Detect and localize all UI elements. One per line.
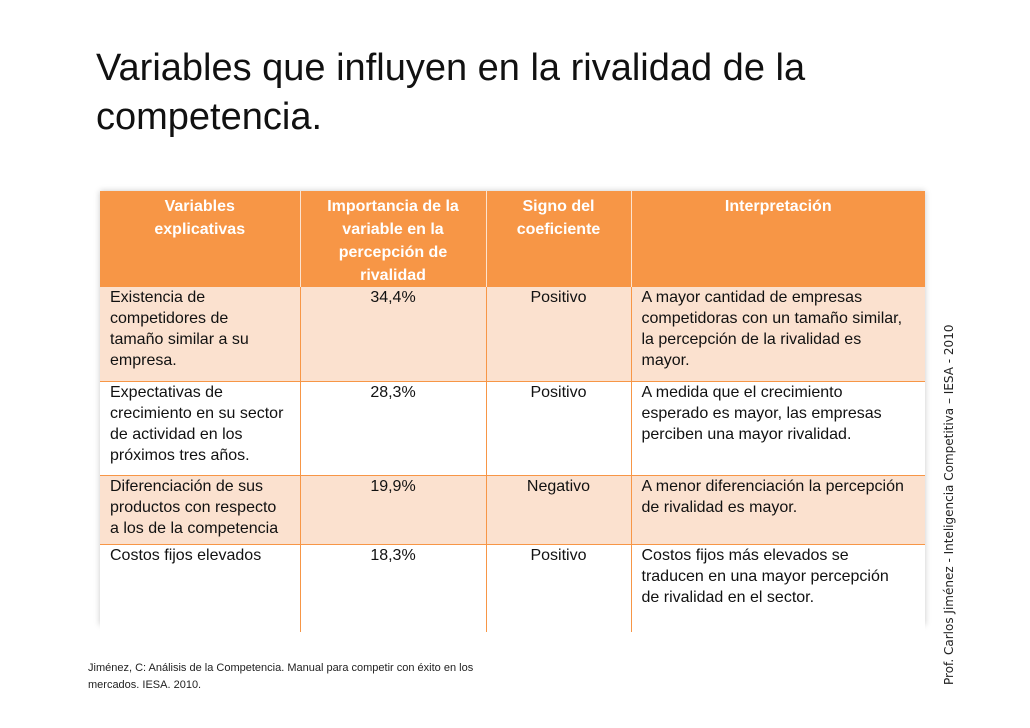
header-sign: Signo del coeficiente xyxy=(486,191,632,287)
table-row: Costos fijos elevados 18,3% Positivo Cos… xyxy=(100,544,925,632)
header-importance: Importancia de la variable en la percepció… xyxy=(300,191,487,287)
cell-variable: Expectativas de crecimiento en su sector d… xyxy=(100,381,301,476)
cell-interpretation: Costos fijos más elevados se traducen en … xyxy=(631,544,925,632)
side-credit: Prof. Carlos Jiménez - Inteligencia Comp… xyxy=(942,324,956,685)
cell-sign: Positivo xyxy=(486,381,632,476)
cell-sign: Negativo xyxy=(486,475,632,545)
cell-interpretation: A menor diferenciación la percepción de r… xyxy=(631,475,925,545)
cell-importance: 34,4% xyxy=(300,287,487,382)
header-variables: Variables explicativas xyxy=(100,191,301,287)
cell-variable: Costos fijos elevados xyxy=(100,544,301,632)
cell-interpretation: A medida que el crecimiento esperado es m… xyxy=(631,381,925,476)
slide-title: Variables que influyen en la rivalidad d… xyxy=(96,44,936,142)
header-interpretation: Interpretación xyxy=(631,191,925,287)
table-header-row: Variables explicativas Importancia de la v… xyxy=(100,191,925,287)
table-row: Expectativas de crecimiento en su sector d… xyxy=(100,381,925,476)
title-line: Variables que influyen en la rivalidad d… xyxy=(96,47,806,89)
cell-importance: 18,3% xyxy=(300,544,487,632)
table-row: Diferenciación de sus productos con respe… xyxy=(100,475,925,545)
variables-table: Variables explicativas Importancia de la v… xyxy=(100,191,925,632)
cell-variable: Diferenciación de sus productos con respe… xyxy=(100,475,301,545)
cell-sign: Positivo xyxy=(486,287,632,382)
cell-interpretation: A mayor cantidad de empresas competidoras… xyxy=(631,287,925,382)
cell-importance: 19,9% xyxy=(300,475,487,545)
cell-variable: Existencia de competidores de tamaño simil… xyxy=(100,287,301,382)
title-line: competencia. xyxy=(96,96,323,138)
table-row: Existencia de competidores de tamaño simil… xyxy=(100,287,925,382)
cell-importance: 28,3% xyxy=(300,381,487,476)
cell-sign: Positivo xyxy=(486,544,632,632)
source-footnote: Jiménez, C: Análisis de la Competencia. … xyxy=(88,662,474,691)
